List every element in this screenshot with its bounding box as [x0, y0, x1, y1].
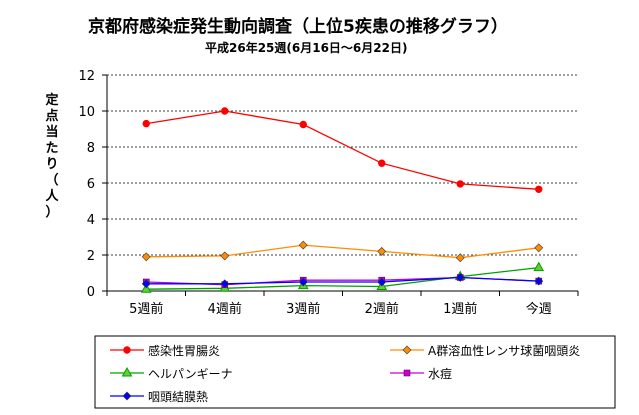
legend-label: 咽頭結膜熱: [148, 390, 208, 404]
legend-label: 水痘: [428, 366, 452, 381]
data-point: [221, 107, 229, 115]
series-3: [140, 261, 545, 293]
legend-marker: [402, 345, 412, 355]
y-tick-label: 10: [78, 105, 95, 120]
y-axis-label-char: 人: [45, 188, 59, 204]
data-point: [456, 180, 464, 188]
x-tick-label: 3週前: [286, 301, 320, 317]
legend-item: 水痘: [390, 366, 452, 381]
data-point: [299, 120, 307, 129]
data-point: [535, 185, 543, 194]
legend-item: A群溶血性レンサ球菌咽頭炎: [390, 343, 580, 358]
data-point: [141, 252, 151, 262]
data-point: [455, 253, 465, 263]
data-point: [534, 276, 544, 286]
series-1: [142, 107, 543, 194]
chart-subtitle: 平成26年25週(6月16日～6月22日): [205, 40, 407, 55]
y-axis-label-char: 当: [45, 124, 58, 140]
legend-marker: [121, 366, 133, 377]
data-point: [141, 279, 151, 289]
legend-item: ヘルパンギーナ: [110, 366, 233, 381]
series-line: [146, 244, 539, 259]
legend-item: 感染性胃腸炎: [110, 343, 220, 358]
x-tick-labels: 5週前 4週前 3週前 2週前 1週前 今週: [129, 301, 552, 317]
data-point: [220, 279, 230, 289]
data-point: [534, 243, 544, 253]
series-line: [146, 266, 539, 290]
legend-item: 咽頭結膜熱: [110, 390, 208, 404]
data-point: [377, 246, 387, 256]
data-point: [377, 277, 387, 287]
data-point: [533, 261, 545, 272]
x-tick-label: 4週前: [208, 301, 242, 317]
legend-marker: [122, 391, 132, 401]
y-tick-label: 8: [87, 141, 95, 156]
y-tick-label: 12: [78, 69, 95, 84]
data-point: [142, 119, 150, 128]
gridlines: [107, 74, 578, 256]
legend-marker: [403, 369, 411, 377]
data-point: [298, 240, 308, 250]
series-2: [141, 240, 544, 263]
legend-label: ヘルパンギーナ: [148, 367, 233, 381]
y-tick-label: 0: [87, 285, 95, 300]
y-axis-label-char: ）: [45, 204, 58, 220]
x-tick-label: 5週前: [129, 301, 163, 317]
x-tick-label: 1週前: [443, 301, 477, 317]
series-line: [146, 276, 539, 285]
series-line: [146, 110, 539, 190]
y-axis-label-char: 定: [44, 92, 58, 108]
y-tick-labels: 0 2 4 6 8 10 12: [78, 69, 95, 300]
y-axis-label-char: 点: [45, 108, 58, 124]
x-tick-label: 2週前: [365, 301, 399, 317]
legend-label: 感染性胃腸炎: [148, 343, 220, 358]
data-point: [220, 251, 230, 261]
legend-label: A群溶血性レンサ球菌咽頭炎: [428, 343, 580, 358]
x-tick-label: 今週: [526, 301, 552, 317]
legend-box: [94, 335, 616, 409]
y-axis-label-char: （: [45, 172, 58, 188]
plot-series: [140, 107, 545, 293]
y-tick-label: 4: [87, 213, 95, 228]
data-point: [455, 273, 465, 282]
legend-marker: [123, 346, 131, 354]
y-tick-label: 2: [87, 249, 95, 264]
series-5: [141, 273, 544, 289]
chart-title: 京都府感染症発生動向調査（上位5疾患の推移グラフ）: [88, 16, 508, 37]
y-axis-label-char: た: [45, 141, 58, 156]
data-point: [298, 277, 308, 287]
y-axis-label-char: り: [45, 157, 58, 172]
data-point: [378, 159, 386, 167]
y-tick-label: 6: [87, 177, 95, 192]
axes: [102, 74, 579, 296]
